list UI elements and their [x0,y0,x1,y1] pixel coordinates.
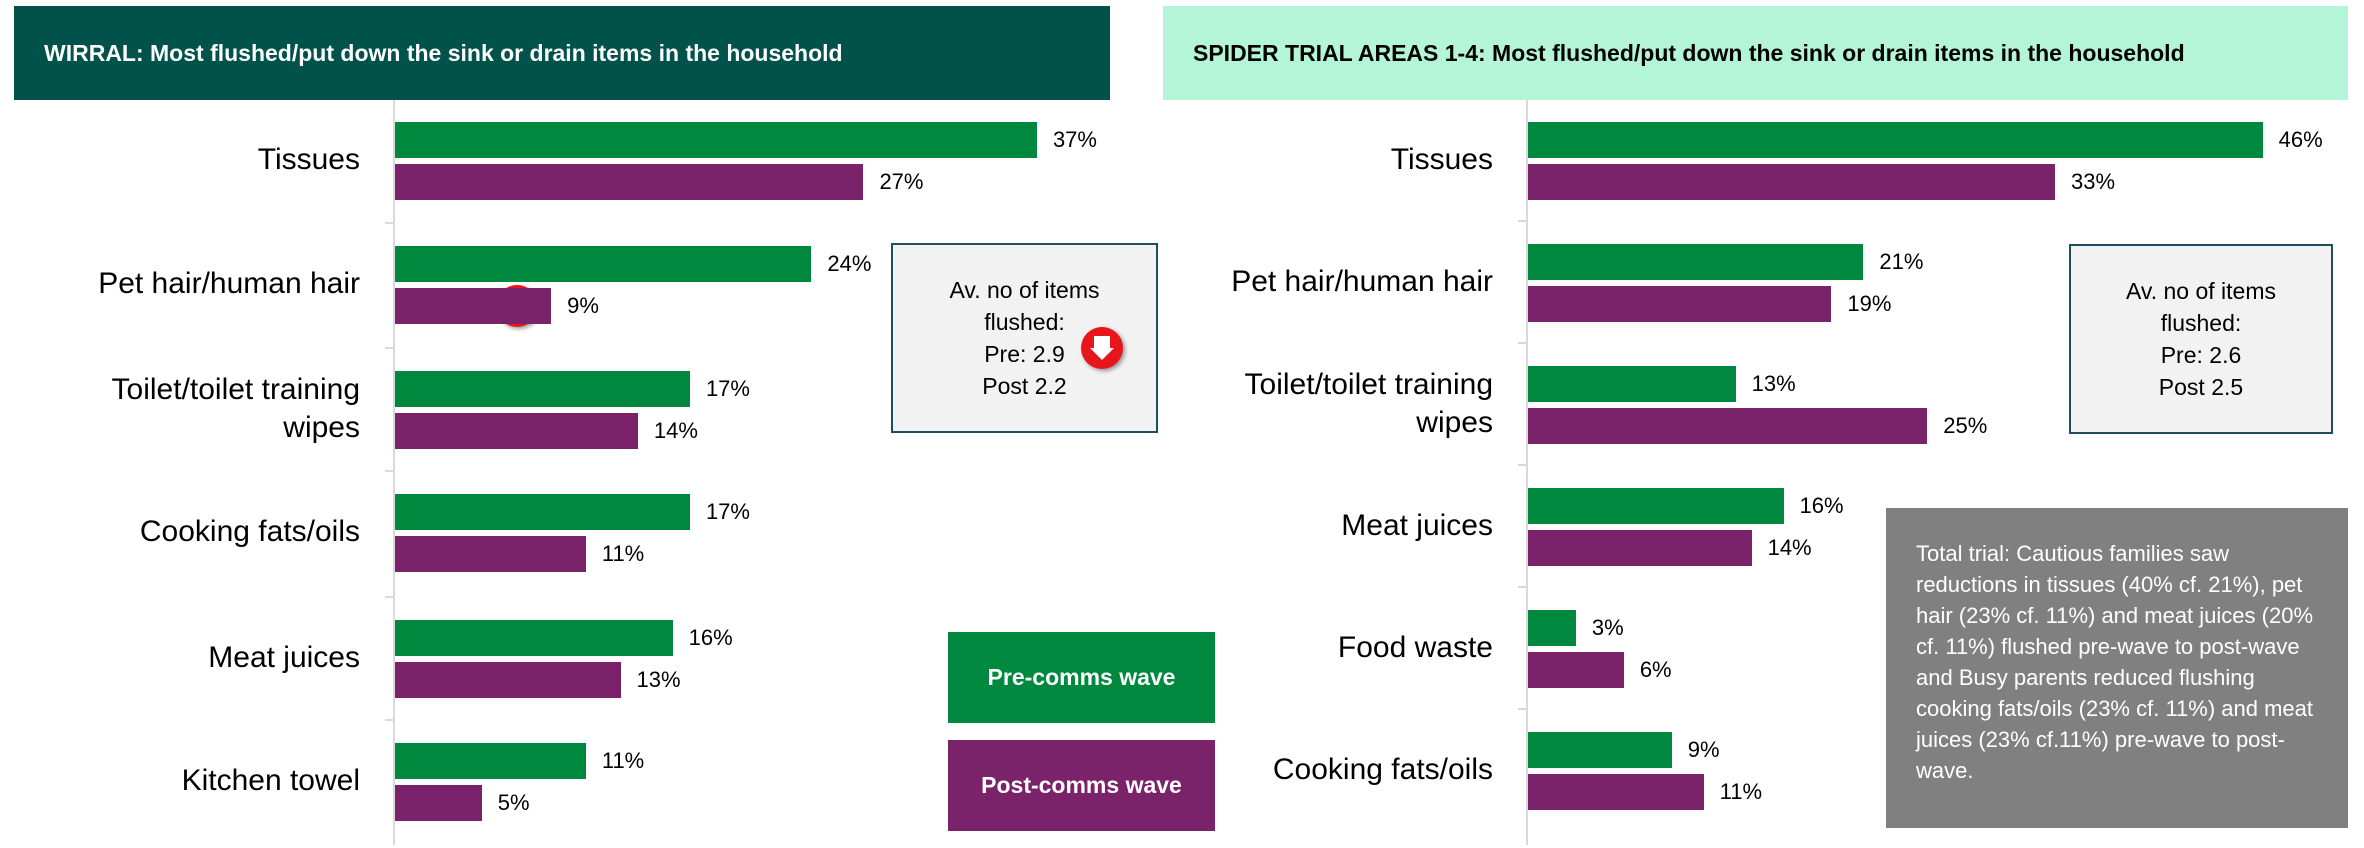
axis-tick [1518,464,1528,466]
axis-tick [385,719,395,721]
bar [395,743,586,779]
value-label: 11% [1719,779,1763,804]
category-label: Tissues [257,143,360,176]
info-box: Av. no of items flushed: Pre: 2.6 Post 2.5 [2069,244,2333,434]
bar [1528,488,1784,524]
category-label: Cooking fats/oils [139,515,360,548]
bar [395,122,1037,158]
chart-title: SPIDER TRIAL AREAS 1-4: Most flushed/put… [1163,6,2348,100]
category-label: Tissues [1390,143,1493,176]
note-box: Total trial: Cautious families saw reduc… [1886,508,2348,828]
axis-tick [385,347,395,349]
value-label: 46% [2278,127,2323,152]
value-label: 13% [636,667,681,692]
value-label: 9% [567,293,599,318]
bar [395,413,638,449]
value-label: 17% [705,499,750,524]
bar [1528,244,1864,280]
category-label: Food waste [1337,631,1493,664]
bar [1528,122,2263,158]
bar [1528,408,1928,444]
axis-tick [1518,342,1528,344]
category-label: Toilet/toilet training wipes [1244,368,1493,439]
category-label: Kitchen towel [181,764,360,797]
info-text: Pre: 2.9 [984,341,1065,367]
value-label: 5% [497,790,530,815]
bar [1528,530,1752,566]
info-text: Post 2.2 [982,373,1067,399]
down-arrow-icon [1081,327,1123,369]
value-label: 19% [1847,291,1892,316]
axis-line [1526,100,1528,845]
value-label: 33% [2071,169,2116,194]
value-label: 14% [653,418,698,443]
value-label: 24% [827,251,872,276]
legend-item: Pre-comms wave [948,632,1215,723]
value-label: 17% [705,376,750,401]
value-label: 14% [1767,535,1812,560]
info-text: Pre: 2.6 [2160,342,2242,368]
bar [395,620,673,656]
axis-tick [385,596,395,598]
axis-line [393,100,395,845]
legend-item: Post-comms wave [948,740,1215,831]
value-label: 27% [879,169,924,194]
bar [395,164,864,200]
value-label: 37% [1052,127,1097,152]
category-label: Meat juices [208,641,360,674]
bar [395,536,586,572]
value-label: 21% [1879,249,1924,274]
bar [395,371,690,407]
bar [1528,366,1736,402]
bar [395,288,552,324]
info-text: Av. no of items flushed: [949,277,1100,335]
bar [395,494,690,530]
value-label: 25% [1943,413,1988,438]
value-label: 16% [688,625,733,650]
value-label: 9% [1687,737,1720,762]
bar [395,785,482,821]
category-label: Pet hair/human hair [98,267,360,300]
chart-title: WIRRAL: Most flushed/put down the sink o… [14,6,1110,100]
axis-tick [1518,220,1528,222]
value-label: 16% [1799,493,1844,518]
axis-tick [385,222,395,224]
category-label: Meat juices [1341,509,1493,542]
axis-tick [385,470,395,472]
axis-tick [1518,708,1528,710]
value-label: 13% [1751,371,1796,396]
info-text: Av. no of items flushed: [2126,278,2276,336]
category-label: Cooking fats/oils [1272,753,1493,786]
bar [395,662,621,698]
bar [1528,610,1576,646]
axis-tick [1518,586,1528,588]
bar [1528,732,1672,768]
value-label: 11% [601,541,645,566]
bar [1528,774,1704,810]
value-label: 3% [1591,615,1624,640]
category-label: Toilet/toilet training wipes [111,373,360,444]
bar [395,246,812,282]
bar [1528,286,1832,322]
value-label: 6% [1639,657,1672,682]
category-label: Pet hair/human hair [1231,265,1493,298]
value-label: 11% [601,748,645,773]
bar [1528,164,2055,200]
info-text: Post 2.5 [2158,374,2244,400]
bar [1528,652,1624,688]
